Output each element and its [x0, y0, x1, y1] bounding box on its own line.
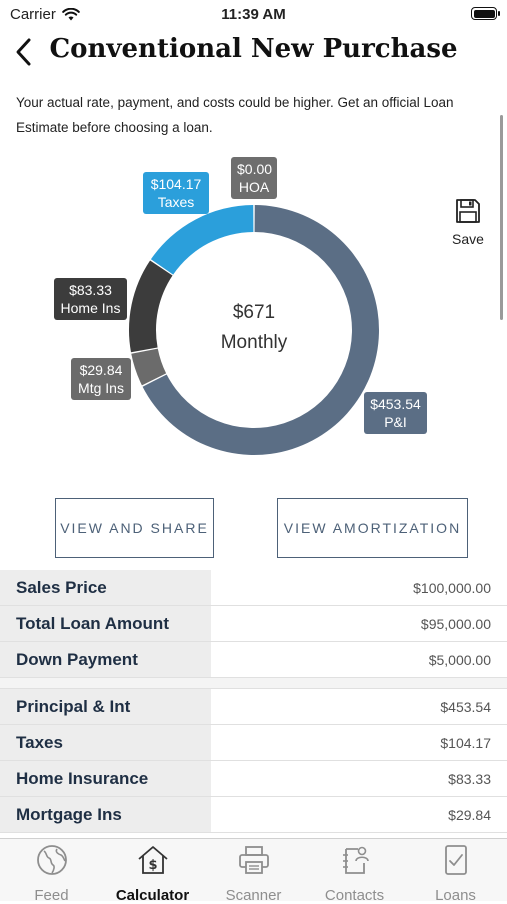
- row-label: Sales Price: [0, 570, 211, 605]
- segment-tag-hoa: $0.00 HOA: [231, 157, 277, 199]
- disclaimer-text: Your actual rate, payment, and costs cou…: [16, 95, 454, 135]
- back-chevron-icon[interactable]: [12, 36, 36, 68]
- table-row: Sales Price $100,000.00: [0, 570, 507, 606]
- segment-tag-taxes: $104.17 Taxes: [143, 172, 209, 214]
- status-bar: Carrier 11:39 AM: [0, 0, 507, 30]
- segment-tag-pi: $453.54 P&I: [364, 392, 427, 434]
- tab-label: Contacts: [324, 887, 385, 904]
- taxes-amount: $104.17: [150, 176, 202, 192]
- tab-calculator[interactable]: $ Calculator: [102, 843, 203, 904]
- calculator-house-icon: $: [137, 846, 168, 874]
- mtg-ins-amount: $29.84: [79, 362, 123, 378]
- home-ins-amount: $83.33: [69, 282, 112, 298]
- row-label: Home Insurance: [0, 761, 211, 796]
- table-row: Home Insurance $83.33: [0, 761, 507, 797]
- row-label: Mortgage Ins: [0, 797, 211, 832]
- segment-tag-home-ins: $83.33 Home Ins: [54, 278, 127, 320]
- status-time: 11:39 AM: [221, 6, 286, 23]
- row-label: Total Loan Amount: [0, 606, 211, 641]
- row-label: Down Payment: [0, 642, 211, 677]
- carrier-label: Carrier: [10, 6, 56, 23]
- monthly-total-label: Monthly: [220, 332, 288, 353]
- tab-contacts[interactable]: Contacts: [304, 843, 405, 904]
- row-label: Principal & Int: [0, 689, 211, 724]
- row-value: $104.17: [440, 734, 491, 751]
- tab-label: Scanner: [225, 887, 282, 904]
- mtg-ins-label: Mtg Ins: [78, 380, 124, 396]
- loan-details-table: Sales Price $100,000.00 Total Loan Amoun…: [0, 570, 507, 833]
- navigation-bar: Conventional New Purchase: [0, 28, 507, 74]
- hoa-amount: $0.00: [237, 161, 273, 177]
- document-check-icon: [444, 845, 467, 875]
- pi-label: P&I: [384, 414, 407, 430]
- donut-segment-mtg-ins: [131, 348, 167, 386]
- segment-tag-mtg-ins: $29.84 Mtg Ins: [71, 358, 131, 400]
- tab-loans[interactable]: Loans: [405, 843, 506, 904]
- tab-scanner[interactable]: Scanner: [203, 843, 304, 904]
- globe-icon: [36, 845, 67, 875]
- table-row: Taxes $104.17: [0, 725, 507, 761]
- tab-feed[interactable]: Feed: [1, 843, 102, 904]
- monthly-total-amount: $671: [232, 302, 276, 323]
- scrollbar[interactable]: [500, 115, 503, 320]
- taxes-label: Taxes: [157, 194, 195, 210]
- carrier-info: Carrier: [10, 6, 80, 23]
- table-row: Total Loan Amount $95,000.00: [0, 606, 507, 642]
- row-value: $453.54: [440, 698, 491, 715]
- donut-chart-svg: [129, 205, 379, 455]
- pi-amount: $453.54: [370, 396, 421, 412]
- row-value: $5,000.00: [428, 651, 491, 668]
- home-ins-label: Home Ins: [60, 300, 121, 316]
- donut-segment-taxes: [150, 205, 254, 275]
- svg-text:$: $: [148, 858, 157, 873]
- row-value: $83.33: [448, 770, 491, 787]
- tab-label: Loans: [435, 887, 476, 904]
- table-row: Principal & Int $453.54: [0, 689, 507, 725]
- wifi-icon: [62, 8, 80, 21]
- contacts-icon: [342, 846, 369, 874]
- tab-label: Feed: [34, 887, 69, 904]
- hoa-label: HOA: [238, 179, 270, 195]
- row-label: Taxes: [0, 725, 211, 760]
- view-amortization-button[interactable]: VIEW AMORTIZATION: [277, 498, 468, 558]
- section-divider: [0, 678, 507, 689]
- row-value: $29.84: [448, 806, 491, 823]
- tab-label: Calculator: [115, 887, 190, 904]
- payment-donut-chart: $671 Monthly $453.54 P&I $29.84 Mtg Ins …: [0, 150, 507, 480]
- tab-bar: Feed $ Calculator Scanner Contacts: [0, 838, 507, 904]
- row-value: $100,000.00: [413, 579, 491, 596]
- battery-icon: [471, 7, 500, 20]
- floppy-disk-icon: [456, 199, 480, 223]
- save-button[interactable]: Save: [444, 198, 492, 247]
- row-value: $95,000.00: [420, 615, 491, 632]
- table-row: Down Payment $5,000.00: [0, 642, 507, 678]
- donut-segment-home-ins: [129, 260, 173, 353]
- save-label: Save: [452, 231, 484, 247]
- table-row: Mortgage Ins $29.84: [0, 797, 507, 833]
- page-title: Conventional New Purchase: [49, 34, 458, 64]
- printer-icon: [238, 846, 269, 874]
- view-and-share-button[interactable]: VIEW AND SHARE: [55, 498, 214, 558]
